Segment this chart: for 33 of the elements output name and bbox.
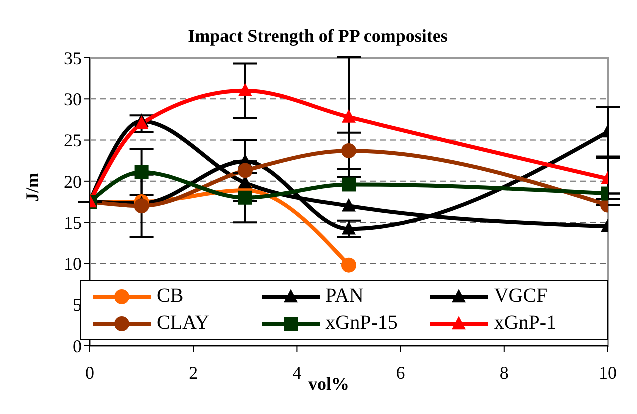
point xyxy=(238,190,252,205)
chart-title: Impact Strength of PP composites xyxy=(187,26,449,47)
x-tick-label: 10 xyxy=(599,362,617,383)
legend-label: xGnP-15 xyxy=(326,312,398,335)
y-tick-label: 25 xyxy=(64,130,82,151)
point xyxy=(342,143,356,158)
x-tick-label: 4 xyxy=(292,362,302,383)
point xyxy=(238,83,252,97)
point xyxy=(134,165,149,180)
point xyxy=(342,110,356,123)
y-tick-label: 0 xyxy=(73,336,82,356)
x-axis-title: vol% xyxy=(308,374,350,394)
y-tick-label: 35 xyxy=(64,48,82,68)
point xyxy=(134,116,149,130)
y-tick-label: 30 xyxy=(64,90,82,110)
x-tick-label: 6 xyxy=(396,362,406,383)
x-tick-label: 0 xyxy=(86,362,94,383)
y-tick-label: 20 xyxy=(64,172,82,192)
legend-label: xGnP-1 xyxy=(494,312,557,335)
legend-label: VGCF xyxy=(494,285,548,308)
legend-label: CLAY xyxy=(157,312,210,335)
point xyxy=(342,178,356,192)
y-tick-label: 10 xyxy=(64,254,82,274)
legend-label: CB xyxy=(157,285,184,308)
x-tick-label: 2 xyxy=(189,362,198,383)
point xyxy=(342,198,356,212)
y-tick-label: 15 xyxy=(64,212,82,233)
point xyxy=(134,198,150,214)
point xyxy=(238,163,253,178)
x-tick-label: 8 xyxy=(500,362,509,383)
point xyxy=(342,258,356,273)
y-axis-title: J/m xyxy=(22,173,42,202)
legend-label: PAN xyxy=(326,285,364,308)
